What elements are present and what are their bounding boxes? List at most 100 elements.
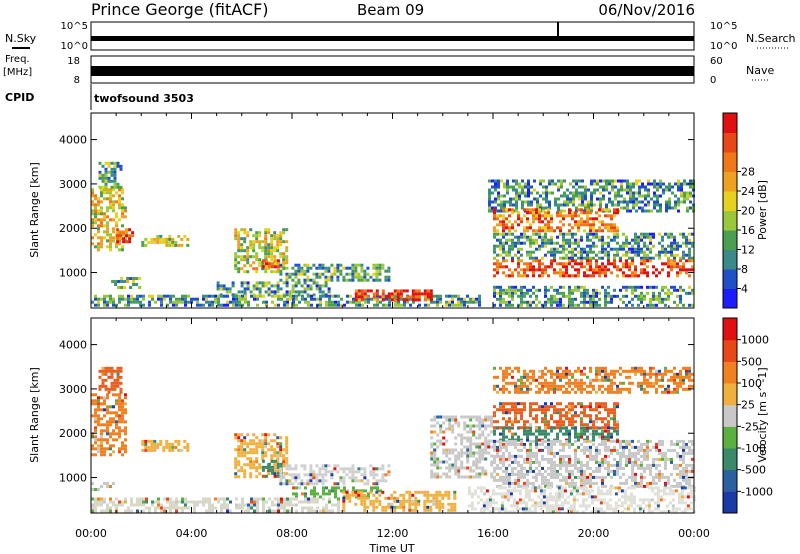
data-cell — [348, 470, 352, 474]
data-cell — [553, 387, 556, 391]
data-cell — [148, 509, 151, 513]
data-cell — [607, 235, 610, 239]
data-cell — [547, 451, 550, 455]
data-cell — [454, 457, 458, 461]
data-cell — [249, 457, 253, 461]
data-cell — [526, 288, 529, 292]
data-cell — [553, 411, 556, 415]
data-cell — [520, 463, 523, 467]
data-cell — [115, 426, 118, 430]
data-cell — [508, 366, 511, 370]
data-cell — [448, 424, 452, 428]
data-cell — [493, 475, 496, 479]
data-cell — [544, 481, 547, 485]
data-cell — [117, 280, 121, 283]
data-cell — [520, 387, 523, 391]
data-cell — [508, 232, 511, 236]
data-cell — [575, 188, 578, 192]
data-cell — [436, 457, 440, 461]
data-cell — [267, 243, 271, 247]
data-cell — [562, 294, 565, 298]
data-cell — [502, 259, 505, 263]
data-cell — [237, 445, 241, 449]
data-cell — [611, 203, 614, 207]
data-cell — [604, 369, 607, 373]
data-cell — [505, 387, 508, 391]
data-cell — [378, 499, 382, 503]
data-cell — [316, 492, 319, 496]
data-cell — [286, 509, 289, 513]
data-cell — [285, 240, 289, 244]
data-cell — [661, 372, 664, 376]
data-cell — [517, 211, 520, 215]
data-cell — [506, 182, 509, 186]
data-cell — [661, 297, 664, 301]
data-cell — [529, 265, 532, 269]
data-cell — [202, 500, 205, 504]
data-cell — [686, 209, 689, 213]
data-cell — [538, 211, 541, 215]
data-cell — [113, 176, 117, 180]
data-cell — [325, 294, 328, 298]
data-cell — [667, 369, 670, 373]
data-cell — [688, 303, 691, 307]
data-cell — [505, 423, 508, 427]
data-cell — [556, 387, 559, 391]
data-cell — [601, 481, 604, 485]
data-cell — [408, 493, 412, 497]
data-cell — [626, 209, 629, 213]
data-cell — [417, 502, 421, 506]
data-cell — [279, 451, 283, 455]
data-cell — [315, 479, 319, 483]
data-cell — [508, 288, 511, 292]
data-cell — [118, 405, 121, 409]
data-cell — [274, 497, 277, 501]
colorbar-tick-label: 24 — [741, 185, 755, 198]
data-cell — [322, 497, 325, 501]
data-cell — [511, 469, 514, 473]
data-cell — [634, 247, 637, 251]
data-cell — [279, 445, 283, 449]
data-cell — [550, 457, 553, 461]
data-cell — [211, 506, 214, 510]
data-cell — [130, 294, 133, 298]
data-cell — [294, 284, 298, 288]
data-cell — [493, 469, 496, 473]
data-cell — [109, 248, 112, 252]
data-cell — [276, 436, 280, 440]
data-cell — [157, 294, 160, 298]
data-cell — [518, 185, 521, 189]
data-cell — [592, 426, 595, 430]
data-cell — [106, 438, 109, 442]
data-cell — [586, 220, 589, 224]
data-cell — [499, 265, 502, 269]
data-cell — [399, 493, 403, 497]
data-cell — [208, 497, 211, 501]
data-cell — [100, 497, 103, 501]
data-cell — [142, 303, 145, 307]
data-cell — [493, 457, 496, 461]
data-cell — [405, 499, 409, 503]
data-cell — [559, 250, 562, 254]
data-cell — [604, 372, 607, 376]
data-cell — [547, 438, 550, 442]
data-cell — [571, 241, 574, 245]
data-cell — [174, 240, 178, 244]
data-cell — [526, 454, 529, 458]
data-cell — [496, 262, 499, 266]
data-cell — [511, 369, 514, 373]
data-cell — [583, 250, 586, 254]
data-cell — [559, 463, 562, 467]
data-cell — [318, 473, 322, 477]
data-cell — [252, 442, 256, 446]
data-cell — [160, 303, 163, 307]
data-cell — [345, 278, 349, 282]
data-cell — [312, 263, 316, 267]
data-cell — [312, 482, 316, 486]
data-cell — [604, 460, 607, 464]
data-cell — [673, 259, 676, 263]
data-cell — [529, 244, 532, 248]
data-cell — [535, 426, 538, 430]
data-cell — [91, 482, 94, 485]
data-cell — [622, 241, 625, 245]
